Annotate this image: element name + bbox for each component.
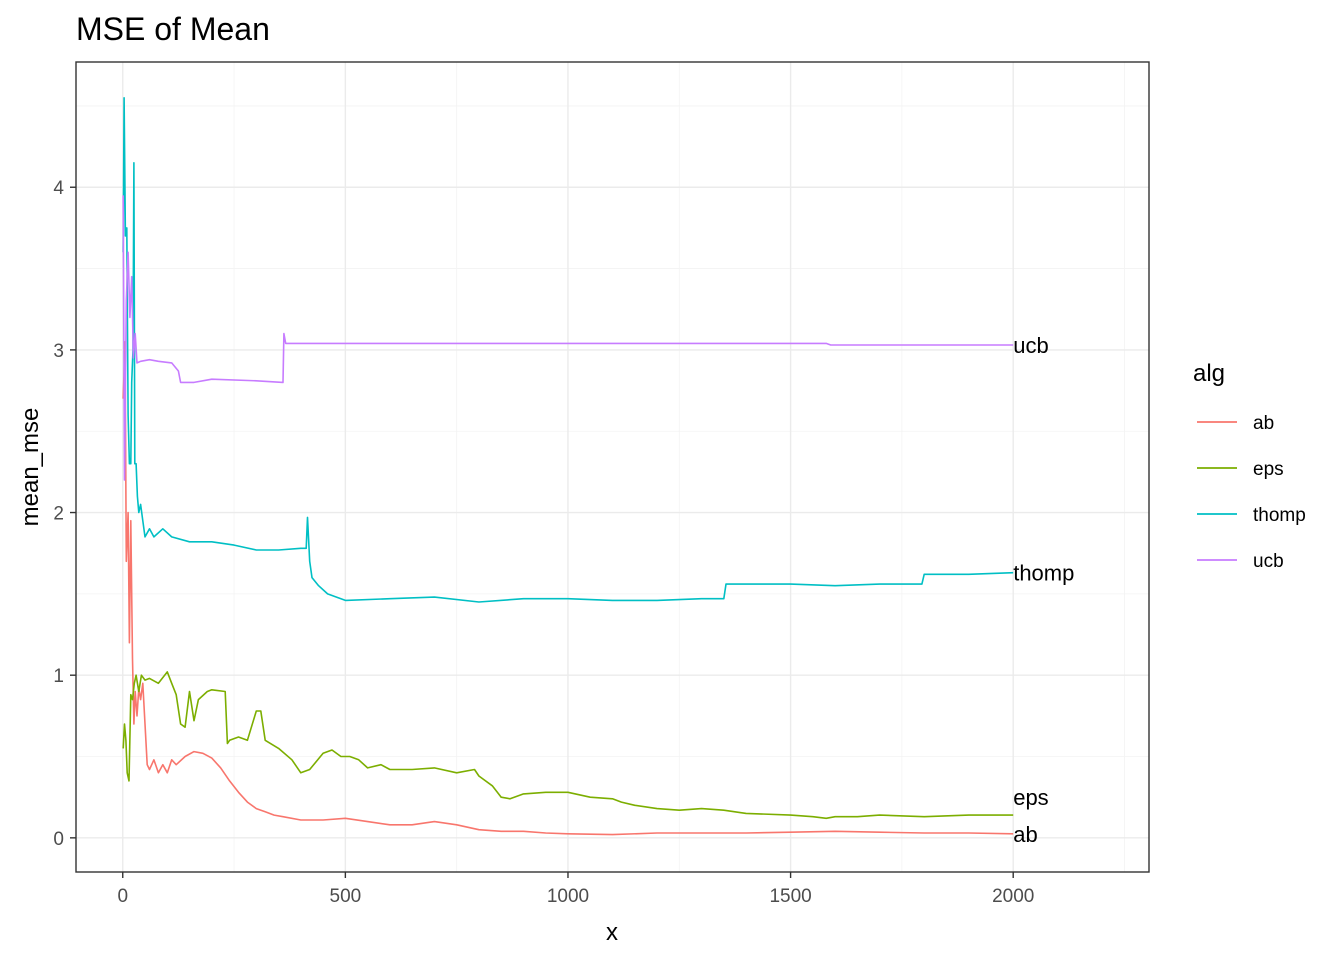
grid xyxy=(76,62,1149,872)
legend-label-eps: eps xyxy=(1253,459,1284,480)
y-tick-label: 2 xyxy=(53,504,64,525)
x-axis-title: x xyxy=(606,919,618,946)
series-layer xyxy=(122,97,1014,836)
chart-title: MSE of Mean xyxy=(76,11,270,47)
end-label-thomp: thomp xyxy=(1013,561,1074,586)
y-tick-label: 0 xyxy=(53,829,64,850)
x-tick-label: 500 xyxy=(330,886,362,907)
x-axis: 0 500 1000 1500 2000 xyxy=(117,872,1034,907)
x-tick-label: 1500 xyxy=(769,886,811,907)
x-tick-label: 1000 xyxy=(547,886,589,907)
legend-label-thomp: thomp xyxy=(1253,505,1306,526)
legend-label-ucb: ucb xyxy=(1253,551,1284,572)
y-axis: 0 1 2 3 4 xyxy=(53,178,76,850)
series-line-ucb xyxy=(122,195,1014,481)
series-line-ab xyxy=(122,341,1014,836)
end-labels: ab eps thomp ucb xyxy=(1013,333,1074,847)
y-tick-label: 1 xyxy=(53,666,64,687)
end-label-ucb: ucb xyxy=(1013,333,1048,358)
y-tick-label: 4 xyxy=(53,178,64,199)
end-label-eps: eps xyxy=(1013,785,1048,810)
legend: alg ab eps thomp ucb xyxy=(1193,360,1306,572)
end-label-ab: ab xyxy=(1013,822,1037,847)
series-line-thomp xyxy=(122,97,1014,603)
y-axis-title: mean_mse xyxy=(17,408,44,527)
legend-label-ab: ab xyxy=(1253,413,1274,434)
legend-title: alg xyxy=(1193,360,1225,387)
x-tick-label: 2000 xyxy=(992,886,1034,907)
panel-border xyxy=(75,61,1150,873)
x-tick-label: 0 xyxy=(117,886,128,907)
series-line-eps xyxy=(122,671,1014,820)
y-tick-label: 3 xyxy=(53,341,64,362)
